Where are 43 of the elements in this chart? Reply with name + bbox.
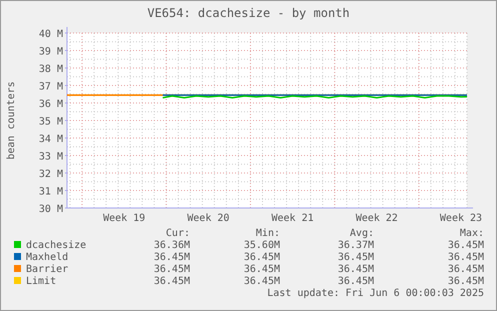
text: 36.45M [448, 264, 484, 275]
text: Max: [460, 228, 484, 239]
text: 36.45M [338, 264, 374, 275]
text: 36.45M [244, 264, 280, 275]
y-tick-label: 33 M [38, 152, 63, 162]
y-axis-title: bean counters [6, 81, 17, 160]
text: 36.45M [154, 252, 190, 263]
text: Cur: [166, 228, 190, 239]
y-tick-label: 40 M [38, 29, 63, 40]
text: 35.60M [244, 240, 280, 251]
y-tick-label: 35 M [38, 116, 63, 128]
text: 36.45M [338, 252, 374, 263]
y-tick-label: 38 M [38, 64, 63, 75]
text: 36.45M [448, 252, 484, 263]
legend-label: Limit [26, 276, 56, 287]
text: 36.45M [154, 264, 190, 275]
legend-label: dcachesize [26, 240, 86, 251]
text: 36.37M [338, 240, 374, 251]
text: 36.45M [154, 276, 190, 287]
x-tick-label: Week 19 [103, 213, 146, 224]
y-tick-label: 32 M [38, 169, 63, 180]
text: 36.45M [244, 276, 280, 287]
y-tick-label: 34 M [38, 134, 63, 145]
legend-label: Barrier [26, 264, 68, 275]
text: Avg: [350, 228, 374, 239]
text: 36.45M [448, 240, 484, 251]
y-tick-label: 39 M [38, 46, 63, 58]
x-tick-label: Week 21 [271, 213, 314, 224]
text: 36.45M [338, 276, 374, 287]
text: 36.36M [154, 240, 190, 251]
y-tick-label: 37 M [38, 82, 63, 92]
y-tick-label: 31 M [38, 186, 63, 198]
x-tick-label: Week 23 [440, 213, 482, 224]
x-tick-label: Week 20 [187, 213, 230, 224]
y-tick-label: 30 M [38, 204, 63, 215]
text: Min: [256, 228, 280, 239]
x-tick-label: Week 22 [356, 213, 398, 224]
legend-label: Maxheld [26, 252, 68, 263]
text: 36.45M [244, 252, 280, 263]
text: 36.45M [448, 276, 484, 287]
y-tick-label: 36 M [38, 99, 63, 110]
text: Last update: Fri Jun 6 00:00:03 2025 [267, 288, 484, 299]
chart-title: VE654: dcachesize - by month [147, 6, 350, 20]
